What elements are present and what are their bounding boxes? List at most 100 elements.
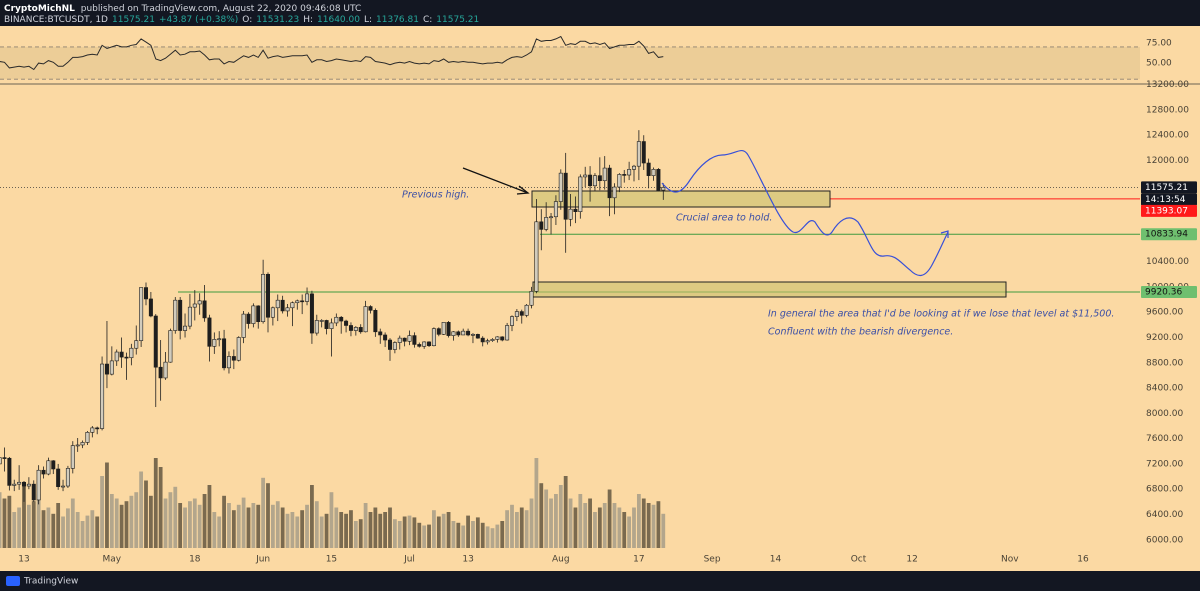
volume-bar <box>612 503 617 548</box>
price-badge-label: 9920.36 <box>1145 287 1182 297</box>
volume-bar <box>627 516 632 548</box>
candle-body <box>402 337 407 342</box>
candle-body <box>568 208 573 220</box>
quote-part: 11376.81 <box>376 15 419 25</box>
volume-bar <box>432 510 436 548</box>
volume-bar <box>119 504 124 548</box>
volume-bar <box>31 501 36 548</box>
candle-body <box>456 331 461 336</box>
volume-bar <box>85 515 90 548</box>
candle-body <box>607 167 612 199</box>
volume-bar <box>392 519 397 548</box>
candle-body <box>265 273 270 318</box>
volume-bar <box>451 521 456 548</box>
candle-body <box>500 336 505 341</box>
volume-bar <box>602 503 607 548</box>
candle-body <box>7 457 12 486</box>
price-badge-label: 11393.07 <box>1145 206 1188 216</box>
volume-bar <box>310 485 314 548</box>
price-badge <box>1141 285 1197 298</box>
candle-body <box>583 174 588 178</box>
x-tick-label: 18 <box>189 555 201 565</box>
x-tick-label: 13 <box>462 555 473 565</box>
volume-bar <box>573 507 578 548</box>
volume-bar <box>363 503 368 548</box>
candle-body <box>631 165 636 170</box>
volume-bar <box>641 498 646 548</box>
volume-bar <box>139 471 144 548</box>
x-tick-label: May <box>103 555 122 565</box>
rsi-pane: 50.00 75.00 <box>0 35 1172 80</box>
volume-bar <box>246 507 251 548</box>
candle-body <box>75 444 80 447</box>
quote-part: BINANCE:BTCUSDT, 1D <box>4 15 108 25</box>
candle-body <box>144 287 149 300</box>
candle-body <box>573 208 578 212</box>
candle-body <box>139 287 144 341</box>
candle-body <box>514 311 519 317</box>
candle-body <box>539 221 544 230</box>
y-tick-label: 8000.00 <box>1146 409 1183 419</box>
candle-body <box>197 300 202 305</box>
candle-body <box>95 427 100 430</box>
candle-body <box>90 427 95 433</box>
volume-bar <box>270 504 275 548</box>
volume-bar <box>524 510 529 548</box>
volume-bar <box>617 507 622 548</box>
candle-body <box>334 316 339 324</box>
y-tick-label: 6000.00 <box>1146 535 1183 545</box>
candle-body <box>563 172 568 220</box>
volume-bar <box>222 495 226 548</box>
candle-body <box>256 305 261 322</box>
quote-part: +43.87 (+0.38%) <box>159 15 238 25</box>
volume-bar <box>378 513 383 548</box>
volume-bar <box>622 512 627 548</box>
y-tick-label: 7600.00 <box>1146 434 1183 444</box>
quote-part: 11575.21 <box>112 15 155 25</box>
volume-bar <box>578 494 583 548</box>
header-line: CryptoMichNL published on TradingView.co… <box>4 4 361 14</box>
volume-bar <box>583 503 588 548</box>
candle-body <box>222 338 227 369</box>
candle-body <box>407 335 412 342</box>
candle-body <box>217 338 222 341</box>
volume-bar <box>519 507 524 548</box>
volume-bar <box>558 485 563 548</box>
pointer-arrow <box>462 167 529 194</box>
candle-body <box>46 460 51 475</box>
volume-bar <box>105 462 109 548</box>
volume-bar <box>26 504 31 548</box>
header-bar <box>0 0 1200 26</box>
volume-bar <box>17 507 22 548</box>
rsi-band <box>0 46 1140 80</box>
x-tick-label: 16 <box>1077 555 1089 565</box>
volume-bar <box>266 483 270 548</box>
volume-bar <box>456 522 461 548</box>
volume-bar <box>636 494 641 548</box>
volume-bar <box>441 513 446 548</box>
candle-body <box>446 322 451 336</box>
candle-body <box>475 334 480 339</box>
volume-bar <box>368 512 373 548</box>
volume-bar <box>90 510 95 548</box>
volume-bar <box>490 528 495 548</box>
candle-body <box>21 481 26 487</box>
volume-bar <box>349 510 353 548</box>
candle-body <box>100 363 105 429</box>
candle-body <box>305 293 310 302</box>
candle-body <box>207 317 212 347</box>
volume-bar <box>290 512 295 548</box>
volume-bar <box>554 494 558 548</box>
candle-body <box>129 347 134 359</box>
volume-bar <box>251 503 256 548</box>
candle-body <box>397 337 402 343</box>
candle-body <box>314 320 319 334</box>
candle-body <box>226 356 231 369</box>
candle-body <box>387 339 392 350</box>
candle-body <box>553 201 558 218</box>
volume-bar <box>436 516 441 548</box>
x-tick-label: Jun <box>255 555 270 565</box>
x-tick-label: Sep <box>704 555 721 565</box>
volume-bar <box>607 489 612 548</box>
